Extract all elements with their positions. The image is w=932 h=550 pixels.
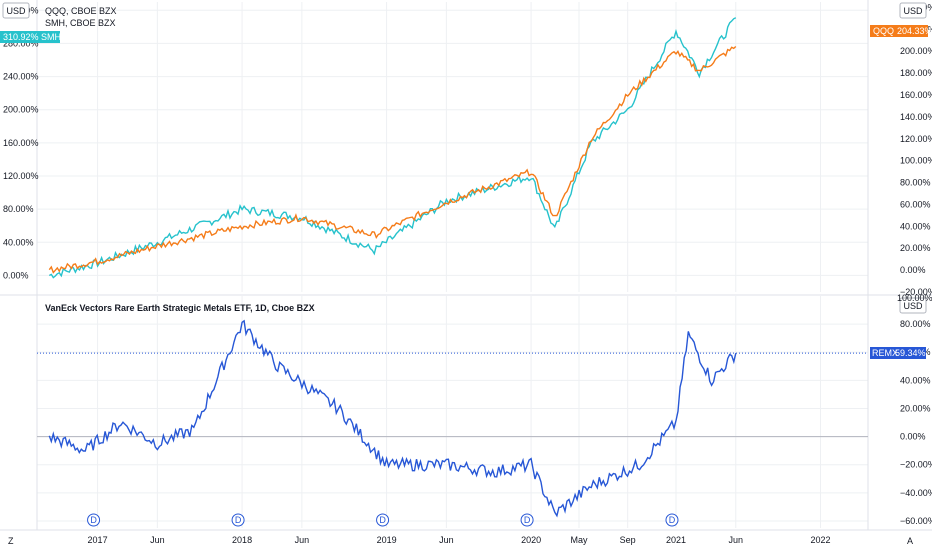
right-tick-label: 180.00% xyxy=(900,68,932,78)
time-tick-label: 2020 xyxy=(521,535,541,545)
right-tick-label: −60.00% xyxy=(900,516,932,526)
right-tick-label: 0.00% xyxy=(900,432,926,442)
right-tick-label: 100.00% xyxy=(900,156,932,166)
dividend-marker[interactable]: D xyxy=(665,513,679,527)
right-tick-label: −20.00% xyxy=(900,287,932,297)
qqq-price-tag[interactable]: QQQ 204.33% xyxy=(870,25,932,37)
dividend-marker[interactable]: D xyxy=(231,513,245,527)
left-tick-label: 80.00% xyxy=(3,204,34,214)
dividend-marker[interactable]: D xyxy=(87,513,101,527)
right-tick-label: 40.00% xyxy=(900,221,931,231)
left-axis-ticks[interactable]: 0.00% 40.00% 80.00% 120.00% 160.00% 200.00% 24… xyxy=(3,5,39,280)
currency-box-top[interactable] xyxy=(2,2,30,19)
bottom-pane-top-tick: 100.00% xyxy=(897,293,932,303)
left-tick-label: 40.00% xyxy=(3,237,34,247)
currency-label-top-right: USD xyxy=(903,6,923,16)
left-tick-label: 120.00% xyxy=(3,171,39,181)
right-tick-label: 200.00% xyxy=(900,46,932,56)
currency-label-top: USD xyxy=(6,6,26,16)
legend-smh[interactable]: SMH, CBOE BZX xyxy=(45,18,116,28)
remx-tag-label: REMX xyxy=(872,348,898,358)
log-scale-toggle[interactable]: Z xyxy=(8,536,14,546)
remx-tag-value: 59.34% xyxy=(895,348,926,358)
dividend-marker-label: D xyxy=(669,515,676,525)
time-tick-label: Jun xyxy=(295,535,310,545)
time-tick-label: 2021 xyxy=(666,535,686,545)
smh-price-tag[interactable]: 310.92% SMH xyxy=(0,31,61,43)
right-tick-label: 140.00% xyxy=(900,112,932,122)
qqq-tag-value: 204.33% xyxy=(897,26,932,36)
bottom-pane-series xyxy=(48,319,737,518)
time-tick-label: Jun xyxy=(150,535,165,545)
time-tick-label: May xyxy=(570,535,588,545)
currency-box-bottom[interactable] xyxy=(899,297,927,314)
time-tick-label: Sep xyxy=(620,535,636,545)
auto-scale-toggle[interactable]: A xyxy=(907,536,913,546)
right-tick-label: 80.00% xyxy=(900,319,931,329)
time-tick-label: 2017 xyxy=(88,535,108,545)
left-tick-label: 160.00% xyxy=(3,138,39,148)
right-tick-label: −40.00% xyxy=(900,488,932,498)
legend-remx[interactable]: VanEck Vectors Rare Earth Strategic Meta… xyxy=(45,303,315,313)
time-tick-label: 2018 xyxy=(232,535,252,545)
smh-series-line[interactable] xyxy=(48,17,737,279)
time-tick-label: 2022 xyxy=(810,535,830,545)
right-tick-label: 20.00% xyxy=(900,403,931,413)
left-tick-label: 200.00% xyxy=(3,105,39,115)
time-axis-ticks[interactable]: 2017 Jun 2018 Jun 2019 Jun 2020 May Sep 2021 Jun 20… xyxy=(88,535,831,545)
remx-price-tag[interactable]: REMX 59.34% xyxy=(870,347,926,359)
dividend-marker-label: D xyxy=(235,515,242,525)
time-tick-label: Jun xyxy=(439,535,454,545)
dividend-marker-label: D xyxy=(379,515,386,525)
dividend-marker[interactable]: D xyxy=(520,513,534,527)
left-tick-label: 280.00% xyxy=(3,38,39,48)
time-tick-label: Jun xyxy=(729,535,744,545)
right-tick-label: −20.00% xyxy=(900,460,932,470)
right-tick-label: 120.00% xyxy=(900,134,932,144)
smh-tag-value: 310.92% xyxy=(3,32,39,42)
right-axis-ticks-top[interactable]: −20.00% 0.00% 20.00% 40.00% 60.00% 80.00% 100.… xyxy=(900,2,932,297)
legend-qqq[interactable]: QQQ, CBOE BZX xyxy=(45,6,117,16)
top-pane-series xyxy=(48,17,737,279)
left-tick-label: 0.00% xyxy=(3,270,29,280)
right-tick-label: 40.00% xyxy=(900,375,931,385)
bottom-pane-grid xyxy=(37,296,868,528)
right-tick-label: 80.00% xyxy=(900,178,931,188)
time-tick-label: 2019 xyxy=(377,535,397,545)
qqq-tag-label: QQQ xyxy=(873,26,894,36)
left-tick-label: 240.00% xyxy=(3,72,39,82)
smh-tag-label: SMH xyxy=(41,32,61,42)
right-tick-label: 0.00% xyxy=(900,265,926,275)
currency-label-bottom: USD xyxy=(903,301,923,311)
right-tick-label: 60.00% xyxy=(900,199,931,209)
qqq-series-line[interactable] xyxy=(48,45,737,274)
currency-box-top-right[interactable] xyxy=(899,2,927,19)
dividend-marker[interactable]: D xyxy=(376,513,390,527)
right-tick-label: 160.00% xyxy=(900,90,932,100)
right-tick-label: 20.00% xyxy=(900,243,931,253)
top-pane-grid xyxy=(37,2,868,292)
dividend-marker-label: D xyxy=(524,515,531,525)
dividend-marker-label: D xyxy=(90,515,97,525)
remx-series-line[interactable] xyxy=(48,319,737,518)
